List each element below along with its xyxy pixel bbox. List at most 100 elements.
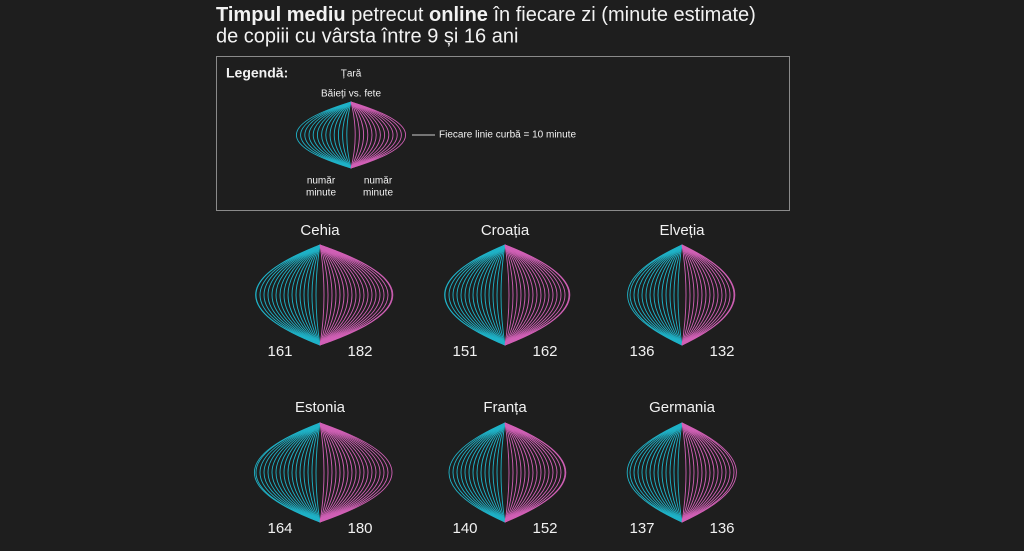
curve — [350, 101, 381, 169]
curve — [681, 244, 731, 346]
curve — [319, 422, 373, 523]
curve — [681, 244, 736, 346]
curve — [319, 244, 369, 346]
value-label: 182 — [347, 343, 372, 360]
curve — [504, 244, 558, 346]
curve — [319, 422, 349, 523]
value-label: 180 — [347, 520, 372, 537]
curve — [319, 244, 361, 346]
curve — [504, 422, 514, 523]
legend-minutes: număr — [307, 176, 336, 187]
curve — [319, 244, 345, 346]
curve — [338, 101, 352, 169]
curve — [504, 244, 546, 346]
curve — [681, 422, 695, 523]
curve — [307, 244, 321, 346]
curve — [350, 101, 377, 169]
boys-lens — [255, 244, 321, 346]
curve — [504, 422, 554, 523]
curve — [504, 422, 546, 523]
curve — [504, 422, 550, 523]
curve — [641, 422, 683, 523]
curve — [504, 244, 562, 346]
curve — [504, 244, 518, 346]
curve — [271, 244, 321, 346]
value-label: 152 — [532, 520, 557, 537]
girls-lens — [681, 422, 737, 523]
value-label: 151 — [452, 343, 477, 360]
curve — [448, 422, 506, 523]
curve — [633, 422, 683, 523]
curve — [319, 422, 369, 523]
curve — [681, 244, 699, 346]
curve — [319, 244, 329, 346]
curve — [504, 422, 526, 523]
girls-lens — [681, 244, 736, 346]
curve — [641, 244, 683, 346]
curve — [346, 101, 352, 169]
curve — [681, 422, 687, 523]
curve — [627, 244, 683, 346]
curve — [319, 422, 353, 523]
boys-lens — [444, 244, 506, 346]
curve — [681, 244, 703, 346]
curve — [319, 422, 357, 523]
curve — [319, 422, 333, 523]
curve — [504, 422, 566, 523]
curve — [500, 244, 506, 346]
curve — [464, 244, 506, 346]
curve — [319, 244, 381, 346]
title-part: petrecut — [346, 4, 429, 26]
curve — [649, 422, 683, 523]
legend-box — [216, 56, 790, 211]
curve — [484, 244, 506, 346]
curve — [291, 422, 321, 523]
curve — [350, 101, 356, 169]
curve — [275, 422, 321, 523]
curve — [311, 244, 321, 346]
curve — [633, 244, 683, 346]
curve — [504, 244, 538, 346]
girls-lens — [319, 422, 393, 523]
curve — [300, 101, 352, 169]
value-label: 137 — [629, 520, 654, 537]
curve — [319, 244, 377, 346]
curve — [319, 422, 361, 523]
curve — [315, 422, 321, 523]
curve — [319, 422, 365, 523]
girls-lens — [504, 422, 566, 523]
curve — [653, 244, 683, 346]
curve — [677, 422, 683, 523]
curve — [315, 244, 321, 346]
curve — [681, 244, 727, 346]
curve — [319, 422, 389, 523]
curve — [350, 101, 373, 169]
curve — [681, 422, 711, 523]
title-part: Timpul mediu — [216, 4, 346, 26]
curve — [472, 244, 506, 346]
curve — [342, 101, 352, 169]
curve — [626, 422, 683, 523]
curve — [681, 244, 707, 346]
curve — [681, 244, 695, 346]
curve — [319, 422, 381, 523]
curve — [681, 422, 715, 523]
curve — [263, 422, 321, 523]
curve — [665, 422, 683, 523]
curve — [319, 244, 357, 346]
curve — [303, 244, 321, 346]
curve — [350, 101, 364, 169]
curve — [504, 244, 566, 346]
curve — [504, 422, 518, 523]
curve — [681, 422, 731, 523]
curve — [321, 101, 352, 169]
curve — [287, 422, 321, 523]
curve — [645, 422, 683, 523]
curve — [496, 422, 506, 523]
curve — [283, 244, 321, 346]
curve — [681, 244, 723, 346]
curve — [319, 244, 385, 346]
curve — [350, 101, 398, 169]
curve — [492, 422, 506, 523]
